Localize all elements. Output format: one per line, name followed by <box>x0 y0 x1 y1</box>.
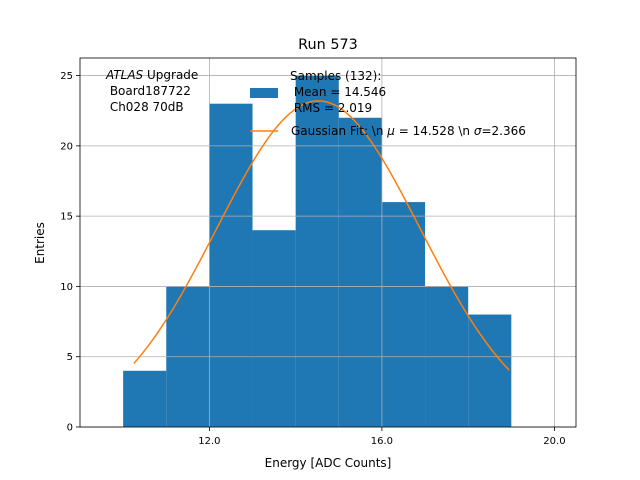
atlas-upgrade-label: Upgrade <box>143 68 198 82</box>
svg-text:ATLAS Upgrade: ATLAS Upgrade <box>105 68 198 82</box>
chart-title: Run 573 <box>298 37 358 53</box>
histogram-bar-6 <box>381 202 426 427</box>
legend-fit-mu-value: = 14.528 \n <box>395 124 474 138</box>
x-axis-ticks: 12.0 16.0 20.0 <box>198 427 566 447</box>
y-tick-label-5: 25 <box>60 71 73 82</box>
x-tick-label-0: 12.0 <box>198 436 220 447</box>
plot-frame <box>79 57 577 428</box>
histogram-bars <box>123 75 512 428</box>
legend-fit-sigma-value: =2.366 <box>481 124 525 138</box>
legend-fit-mu: μ <box>386 124 395 138</box>
histogram-bar-0 <box>123 370 167 427</box>
legend-fit-label: Gaussian Fit: \n μ = 14.528 \n σ=2.366 <box>291 124 526 138</box>
channel-label: Ch028 70dB <box>106 100 184 114</box>
y-tick-label-3: 15 <box>60 212 73 223</box>
x-axis-label: Energy [ADC Counts] <box>265 456 392 470</box>
legend: Samples (132): Mean = 14.546 RMS = 2.019… <box>250 69 526 138</box>
y-axis-ticks: 0 5 10 15 20 25 <box>60 71 80 434</box>
y-tick-label-1: 5 <box>67 352 73 363</box>
legend-samples-mean: Mean = 14.546 <box>290 85 386 99</box>
legend-samples-title: Samples (132): <box>290 69 381 83</box>
y-axis-label: Entries <box>33 222 47 264</box>
histogram-bar-4 <box>295 75 339 428</box>
gaussian-fit-line <box>133 100 510 371</box>
x-tick-label-1: 16.0 <box>371 436 393 447</box>
x-tick-label-2: 20.0 <box>543 436 565 447</box>
legend-samples-rms: RMS = 2.019 <box>290 101 372 115</box>
atlas-annotation: ATLAS Upgrade Board187722 Ch028 70dB <box>105 68 198 114</box>
legend-fit-sigma: σ <box>474 124 482 138</box>
histogram-bar-8 <box>468 314 512 427</box>
y-tick-label-0: 0 <box>67 423 73 434</box>
y-tick-label-4: 20 <box>60 141 73 152</box>
legend-fit-prefix: Gaussian Fit: \n <box>291 124 387 138</box>
legend-samples-swatch <box>250 88 278 98</box>
histogram-bar-2 <box>209 103 253 427</box>
board-label: Board187722 <box>106 84 191 98</box>
histogram-bar-5 <box>338 117 382 427</box>
histogram-bar-3 <box>252 230 296 427</box>
atlas-label: ATLAS <box>105 68 144 82</box>
y-tick-label-2: 10 <box>60 282 73 293</box>
